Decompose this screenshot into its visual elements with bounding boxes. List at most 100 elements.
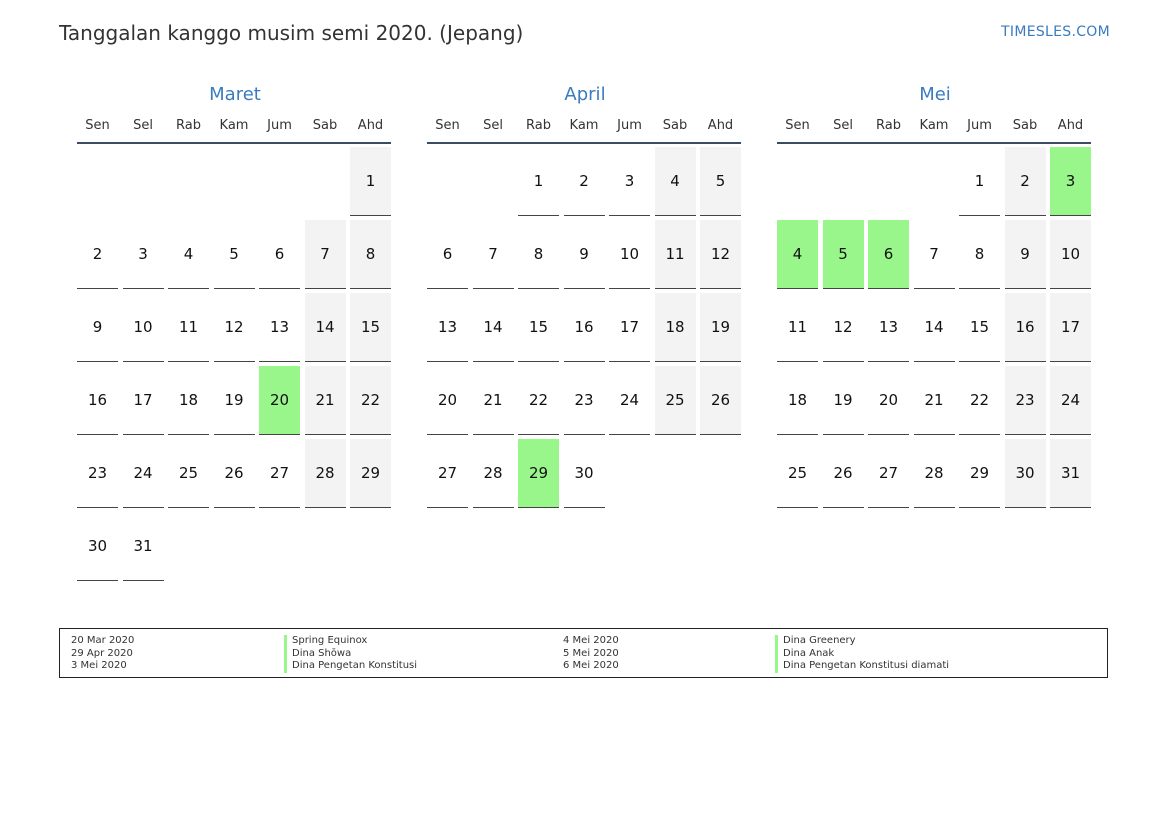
weekday-label: Rab <box>176 118 201 133</box>
legend-date: 20 Mar 2020 <box>71 635 135 646</box>
day-cell: 16 <box>77 366 118 435</box>
day-cell: 25 <box>654 366 696 435</box>
month-name: April <box>564 84 606 105</box>
day-cell: 2 <box>563 147 605 216</box>
empty-cell <box>914 147 955 216</box>
legend-date: 5 Mei 2020 <box>563 647 619 659</box>
weekday-label: Ahd <box>1057 118 1084 133</box>
empty-cell <box>305 147 346 216</box>
day-cell: 9 <box>1004 220 1046 289</box>
day-cell: 14 <box>304 293 346 362</box>
weekday-label: Jum <box>617 118 642 133</box>
day-cell: 1 <box>350 147 391 216</box>
legend-names-right: Dina Greenery Dina Anak Dina Pengetan Ko… <box>775 635 949 673</box>
legend-holiday-name: Dina Pengetan Konstitusi diamati <box>775 660 949 673</box>
legend-holiday-name: Spring Equinox <box>284 635 417 648</box>
day-cell: 19 <box>213 366 255 435</box>
day-cell: 18 <box>777 366 818 435</box>
weekday-label: Sel <box>483 118 503 133</box>
month-name: Mei <box>919 84 951 105</box>
day-cell: 20 <box>868 366 909 435</box>
day-cell: 13 <box>259 293 300 362</box>
empty-cell <box>123 147 164 216</box>
day-cell: 14 <box>913 293 955 362</box>
empty-cell <box>168 147 209 216</box>
legend-holiday-name: Dina Shōwa <box>284 647 417 660</box>
day-cell: 4 <box>168 220 209 289</box>
day-cell: 17 <box>609 293 650 362</box>
empty-cell <box>823 147 864 216</box>
legend-date: 4 Mei 2020 <box>563 635 619 646</box>
day-cell: 13 <box>427 293 468 362</box>
day-cell: 26 <box>700 366 741 435</box>
day-cell: 23 <box>1004 366 1046 435</box>
day-cell: 12 <box>822 293 864 362</box>
empty-cell <box>868 147 909 216</box>
day-cell: 2 <box>77 220 118 289</box>
day-cell: 24 <box>609 366 650 435</box>
holiday-legend: 20 Mar 2020 29 Apr 2020 3 Mei 2020 Sprin… <box>59 628 1108 678</box>
day-cell: 7 <box>913 220 955 289</box>
weekday-header: Sen Sel Rab Kam Jum Sab Ahd <box>777 108 1091 144</box>
days-grid: 1 2 3 4 5 6 7 8 9 10 11 12 13 14 15 16 17 18 19 20 21 22 23 24 2… <box>427 147 741 512</box>
day-cell: 18 <box>654 293 696 362</box>
day-cell: 28 <box>913 439 955 508</box>
day-cell: 4 <box>654 147 696 216</box>
day-cell: 24 <box>122 439 164 508</box>
empty-cell <box>259 147 300 216</box>
day-cell: 30 <box>77 512 118 581</box>
legend-holiday-name: Dina Pengetan Konstitusi <box>284 660 417 673</box>
day-cell: 28 <box>472 439 514 508</box>
holiday-day-cell: 4 <box>777 220 818 289</box>
day-cell: 23 <box>563 366 605 435</box>
holiday-day-cell: 5 <box>822 220 864 289</box>
weekday-label: Ahd <box>707 118 734 133</box>
weekday-label: Rab <box>876 118 901 133</box>
weekday-label: Kam <box>569 118 599 133</box>
day-cell: 3 <box>122 220 164 289</box>
month-april: April Sen Sel Rab Kam Jum Sab Ahd 1 2 3 4 5 6 7 8 9 10 1… <box>427 82 743 512</box>
day-cell: 12 <box>213 293 255 362</box>
days-grid: 1 2 3 4 5 6 7 8 9 10 11 12 13 14 15 16 17 18 19 20 21 22 23 24 2… <box>777 147 1091 512</box>
month-may: Mei Sen Sel Rab Kam Jum Sab Ahd 1 2 3 4 5 6 7 8 9 10 11 1… <box>777 82 1093 512</box>
day-cell: 27 <box>868 439 909 508</box>
day-cell: 12 <box>700 220 741 289</box>
day-cell: 23 <box>77 439 118 508</box>
day-cell: 29 <box>959 439 1000 508</box>
day-cell: 17 <box>1050 293 1091 362</box>
weekday-header: Sen Sel Rab Kam Jum Sab Ahd <box>427 108 741 144</box>
day-cell: 27 <box>259 439 300 508</box>
empty-cell <box>427 147 468 216</box>
day-cell: 20 <box>427 366 468 435</box>
day-cell: 1 <box>959 147 1000 216</box>
holiday-day-cell: 20 <box>259 366 300 435</box>
weekday-label: Kam <box>219 118 249 133</box>
day-cell: 9 <box>563 220 605 289</box>
day-cell: 15 <box>350 293 391 362</box>
day-cell: 26 <box>213 439 255 508</box>
day-cell: 31 <box>1050 439 1091 508</box>
day-cell: 7 <box>472 220 514 289</box>
day-cell: 19 <box>822 366 864 435</box>
day-cell: 30 <box>563 439 605 508</box>
day-cell: 19 <box>700 293 741 362</box>
weekday-label: Sel <box>833 118 853 133</box>
day-cell: 15 <box>518 293 559 362</box>
day-cell: 13 <box>868 293 909 362</box>
day-cell: 10 <box>1050 220 1091 289</box>
day-cell: 25 <box>168 439 209 508</box>
holiday-day-cell: 6 <box>868 220 909 289</box>
day-cell: 6 <box>259 220 300 289</box>
day-cell: 9 <box>77 293 118 362</box>
day-cell: 15 <box>959 293 1000 362</box>
weekday-label: Sab <box>662 118 688 133</box>
weekday-header: Sen Sel Rab Kam Jum Sab Ahd <box>77 108 391 144</box>
weekday-label: Rab <box>526 118 551 133</box>
page-title: Tanggalan kanggo musim semi 2020. (Jepan… <box>59 21 524 45</box>
days-grid: 1 2 3 4 5 6 7 8 9 10 11 12 13 14 15 16 17 18 19 20 21 22 23 24 2… <box>77 147 391 585</box>
weekday-label: Sen <box>85 118 110 133</box>
day-cell: 10 <box>609 220 650 289</box>
holiday-day-cell: 29 <box>518 439 559 508</box>
site-link[interactable]: TIMESLES.COM <box>1001 24 1110 40</box>
day-cell: 11 <box>168 293 209 362</box>
